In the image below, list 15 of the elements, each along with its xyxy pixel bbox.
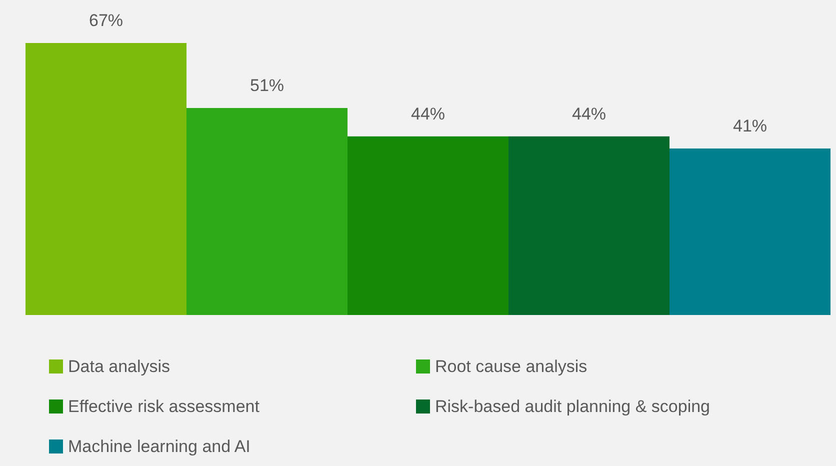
bar xyxy=(670,148,830,315)
legend-label: Root cause analysis xyxy=(435,357,588,376)
bar xyxy=(186,108,348,315)
bar xyxy=(348,136,508,315)
data-label: 44% xyxy=(572,104,606,124)
legend-label: Data analysis xyxy=(68,357,170,376)
bar xyxy=(26,43,186,315)
legend-label: Risk-based audit planning & scoping xyxy=(435,397,710,416)
data-label: 41% xyxy=(732,116,768,136)
bar xyxy=(508,136,670,315)
legend-label: Machine learning and AI xyxy=(68,437,250,456)
legend-label: Effective risk assessment xyxy=(68,397,260,416)
data-label: 67% xyxy=(88,11,124,30)
data-label: 44% xyxy=(410,104,446,124)
data-label: 51% xyxy=(250,76,284,95)
